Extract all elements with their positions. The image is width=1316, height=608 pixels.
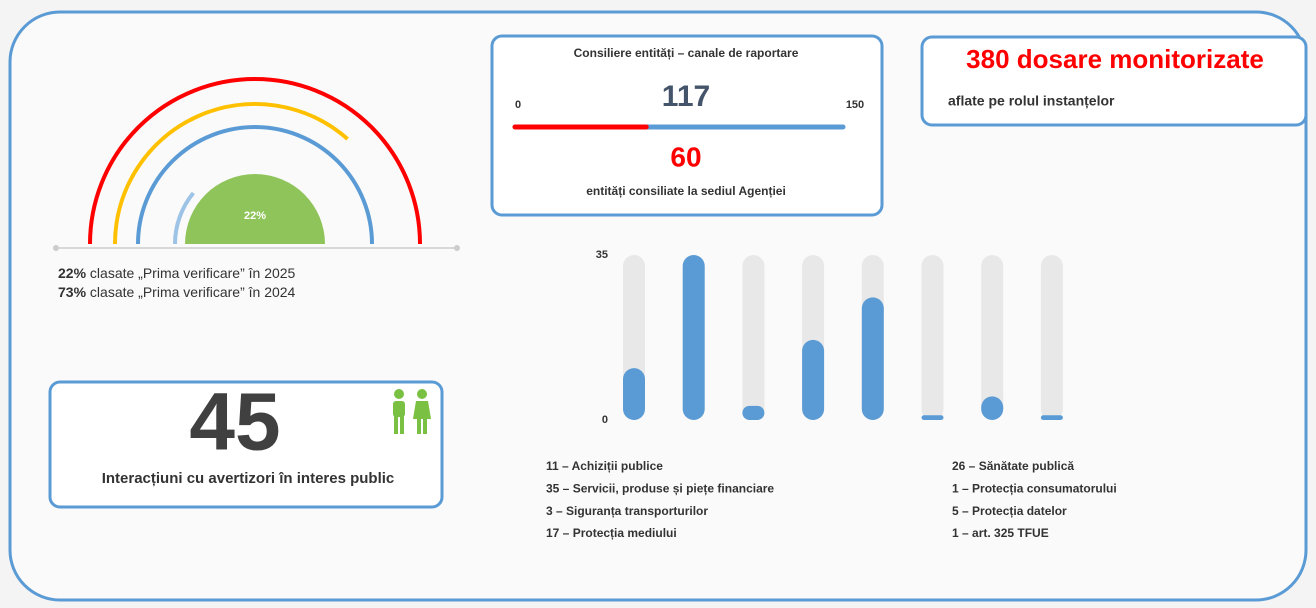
- legend-entry: 1 – art. 325 TFUE: [952, 526, 1049, 540]
- legend-entry: 5 – Protecția datelor: [952, 504, 1067, 518]
- bar: [981, 396, 1003, 420]
- total-value: 117: [662, 80, 710, 113]
- note-value: 73%: [58, 284, 87, 300]
- dossiers-title: 380 dosare monitorizate: [966, 44, 1264, 74]
- legend-entry: 3 – Siguranța transporturilor: [546, 504, 708, 518]
- note-text: clasate „Prima verificare” în 2024: [86, 284, 296, 300]
- gauge-note: 22% clasate „Prima verificare” în 2025: [58, 265, 296, 281]
- bar: [802, 340, 824, 420]
- note-text: clasate „Prima verificare” în 2025: [86, 265, 296, 281]
- baseline-dot: [454, 245, 460, 251]
- x-tick-label: 0: [515, 99, 521, 111]
- bar: [623, 368, 645, 420]
- bar-track: [1041, 255, 1063, 420]
- progress-value: 60: [670, 141, 701, 172]
- gauge-note: 73% clasate „Prima verificare” în 2024: [58, 284, 296, 300]
- bar: [1041, 415, 1063, 420]
- legend-entry: 17 – Protecția mediului: [546, 526, 677, 540]
- interactions-label: Interacțiuni cu avertizori în interes pu…: [102, 470, 395, 487]
- bar: [742, 406, 764, 420]
- legend-entry: 1 – Protecția consumatorului: [952, 481, 1117, 495]
- legend-entry: 11 – Achiziții publice: [546, 459, 663, 473]
- dashboard: 380 dosare monitorizate aflate pe rolul …: [0, 0, 1316, 608]
- baseline-dot: [53, 245, 59, 251]
- y-tick-label: 35: [596, 249, 608, 261]
- legend-entry: 26 – Sănătate publică: [952, 459, 1074, 473]
- interactions-value: 45: [189, 377, 280, 468]
- bar: [683, 255, 705, 420]
- gauge-label: 22%: [244, 210, 266, 222]
- panel-subtitle: entități consiliate la sediul Agenției: [586, 184, 786, 198]
- dossiers-subtitle: aflate pe rolul instanțelor: [948, 93, 1115, 109]
- bar: [862, 297, 884, 420]
- legend-entry: 35 – Servicii, produse și piețe financia…: [546, 481, 774, 495]
- bar-track: [742, 255, 764, 420]
- bar-track: [922, 255, 944, 420]
- panel-title: Consiliere entități – canale de raportar…: [574, 46, 799, 60]
- note-value: 22%: [58, 265, 87, 281]
- bar: [922, 415, 944, 420]
- bar-track: [981, 255, 1003, 420]
- x-tick-label: 150: [846, 99, 864, 111]
- y-tick-label: 0: [602, 414, 608, 426]
